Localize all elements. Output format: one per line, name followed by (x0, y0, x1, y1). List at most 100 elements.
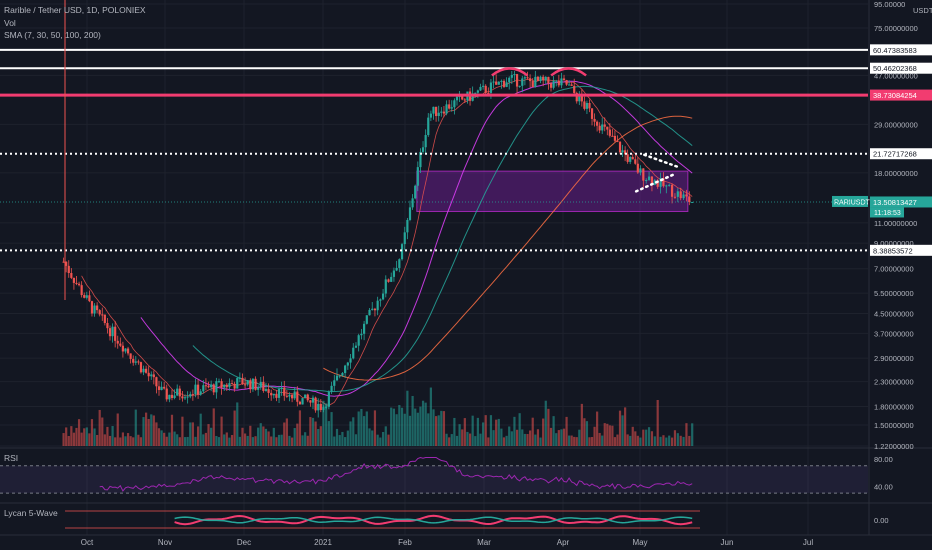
volume-bar (257, 427, 260, 446)
candle-body (65, 261, 68, 266)
volume-bar (283, 422, 286, 446)
candle-body (557, 80, 560, 86)
candle-body (427, 117, 430, 136)
candle-body (204, 385, 208, 387)
candle-body (544, 76, 547, 81)
volume-bar (419, 406, 422, 446)
candle-body (580, 94, 583, 102)
volume-bar (277, 434, 281, 446)
candle-body (618, 141, 622, 153)
volume-bar (114, 437, 117, 446)
volume-bar (150, 414, 153, 446)
candle-body (98, 310, 101, 315)
candle-body (249, 380, 252, 390)
volume-bar (489, 415, 493, 446)
volume-bar (85, 427, 88, 446)
candle-body (114, 326, 117, 341)
candle-body (368, 309, 371, 316)
volume-bar (471, 415, 474, 446)
volume-bar (290, 437, 294, 446)
candle-body (173, 395, 176, 398)
candle-body (450, 107, 453, 109)
candle-body (603, 124, 606, 127)
candle-body (134, 361, 137, 363)
candle-body (283, 387, 286, 396)
candle-body (515, 74, 519, 87)
x-axis-label: Mar (477, 538, 491, 547)
candle-body (575, 93, 578, 102)
candle-body (116, 340, 119, 344)
candle-body (363, 323, 366, 334)
candle-body (445, 104, 448, 114)
y-axis-label: 2.90000000 (874, 354, 914, 363)
candle-body (590, 108, 594, 119)
volume-bar (647, 427, 651, 446)
candle-body (111, 326, 114, 337)
volume-bar (101, 417, 104, 446)
volume-bar (319, 426, 322, 446)
volume-bar (593, 426, 596, 446)
volume-bar (249, 425, 252, 446)
volume-bar (80, 432, 83, 446)
candle-body (621, 150, 624, 153)
volume-bar (322, 400, 325, 446)
volume-bar (568, 435, 571, 446)
candle-body (495, 81, 498, 85)
volume-bar (121, 432, 124, 446)
volume-bar (311, 417, 315, 446)
candle-body (476, 90, 479, 93)
candle-body (487, 92, 490, 94)
volume-bar (173, 431, 176, 446)
candle-body (352, 347, 355, 359)
candle-body (304, 394, 307, 399)
volume-bar (301, 435, 304, 446)
volume-bar (570, 435, 573, 446)
volume-bar (621, 415, 624, 446)
candle-body (510, 74, 513, 78)
volume-bar (103, 434, 106, 446)
volume-bar (562, 428, 566, 446)
volume-bar (116, 413, 119, 446)
volume-bar (603, 423, 606, 446)
volume-bar (613, 437, 617, 446)
y-axis-label-badge (870, 44, 932, 56)
candle-body (325, 406, 328, 408)
candle-body (333, 380, 336, 386)
volume-bar (510, 431, 513, 446)
volume-bar (474, 436, 477, 446)
volume-bar (280, 434, 283, 446)
volume-bar (636, 435, 639, 446)
y-axis-label: 60.47383583 (873, 46, 917, 55)
volume-bar (330, 412, 333, 446)
candle-body (629, 156, 632, 162)
candle-body (416, 167, 419, 186)
candle-body (338, 375, 341, 377)
volume-bar (262, 426, 265, 446)
candle-body (656, 180, 659, 187)
volume-bar (70, 426, 73, 446)
volume-bar (243, 433, 247, 446)
sma-30-line (140, 80, 693, 397)
volume-bar (608, 425, 611, 446)
volume-bar (379, 437, 382, 446)
volume-bar (500, 428, 503, 446)
y-axis-label: 95.00000 (874, 0, 905, 9)
candle-body (448, 104, 451, 109)
candle-body (679, 191, 682, 199)
volume-bar (230, 435, 234, 446)
volume-bar (157, 428, 161, 446)
x-axis-label: 2021 (314, 538, 332, 547)
y-axis-label: 9.00000000 (874, 239, 914, 248)
volume-bar (497, 418, 500, 446)
candle-body (474, 92, 477, 94)
volume-bar (217, 437, 221, 446)
consolidation-zone (416, 170, 689, 212)
volume-bar (293, 428, 296, 446)
y-axis-label: 21.72717268 (873, 150, 917, 159)
volume-bar (360, 408, 363, 446)
candle-body (354, 345, 358, 348)
volume-bar (137, 434, 140, 446)
volume-bar (479, 433, 482, 446)
volume-bar (542, 418, 545, 446)
